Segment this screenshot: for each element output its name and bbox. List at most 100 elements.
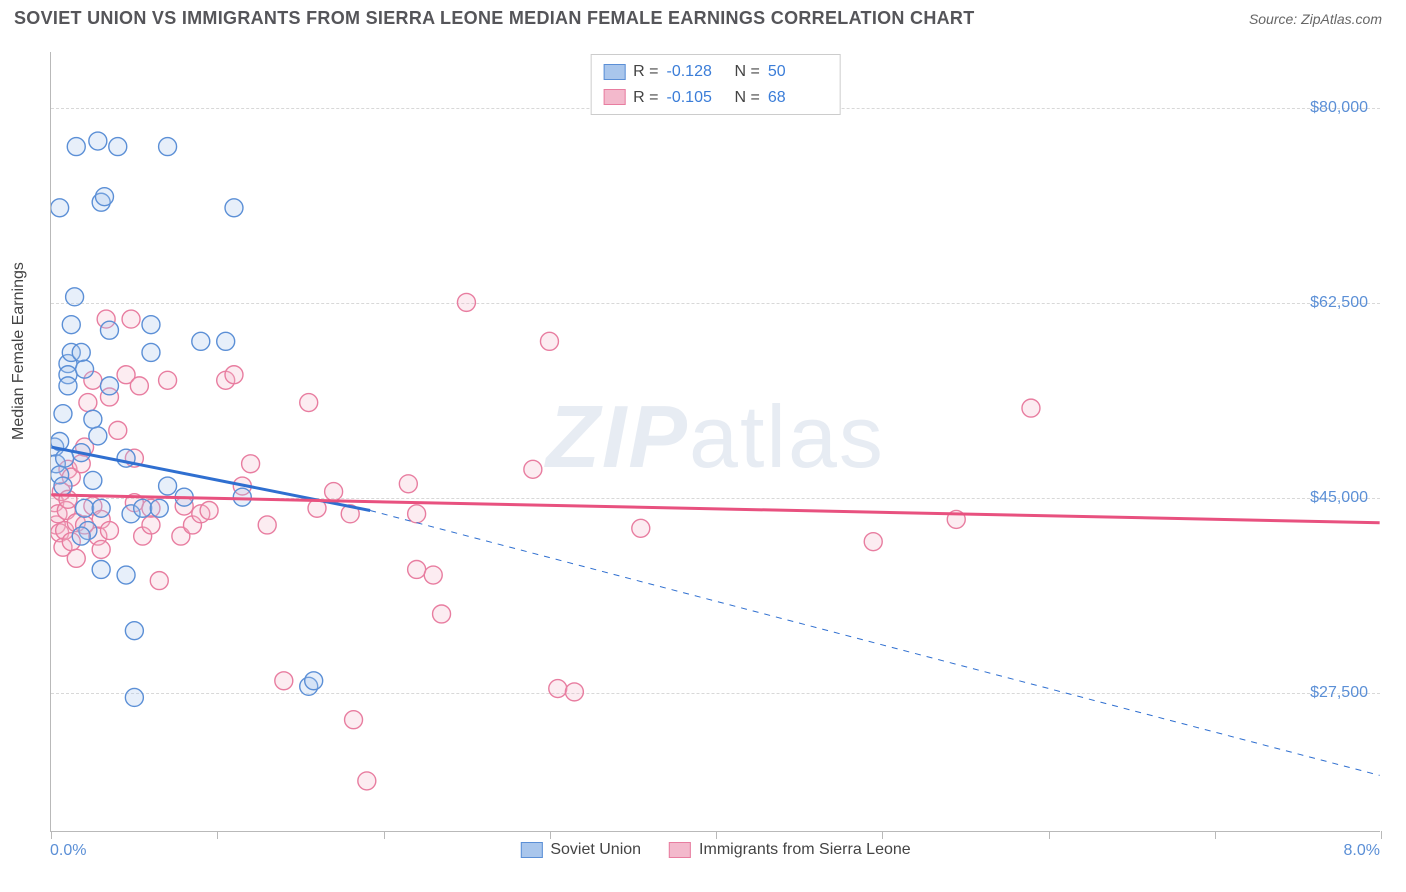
legend-label-soviet: Soviet Union xyxy=(550,841,641,859)
data-point xyxy=(67,549,85,567)
x-tick xyxy=(716,831,717,839)
swatch-sierra-icon xyxy=(669,842,691,858)
data-point xyxy=(79,394,97,412)
data-point xyxy=(233,488,251,506)
data-point xyxy=(51,199,69,217)
data-point xyxy=(142,343,160,361)
data-point xyxy=(125,622,143,640)
trend-line xyxy=(51,495,1379,523)
data-point xyxy=(122,310,140,328)
data-point xyxy=(125,688,143,706)
legend-stats-row-soviet: R = -0.128 N = 50 xyxy=(603,59,828,85)
data-point xyxy=(242,455,260,473)
data-point xyxy=(864,533,882,551)
data-point xyxy=(134,499,152,517)
data-point xyxy=(95,188,113,206)
x-tick xyxy=(217,831,218,839)
data-point xyxy=(100,321,118,339)
data-point xyxy=(192,332,210,350)
data-point xyxy=(540,332,558,350)
data-point xyxy=(424,566,442,584)
legend-item-soviet: Soviet Union xyxy=(520,841,641,859)
data-point xyxy=(325,483,343,501)
data-point xyxy=(89,427,107,445)
data-point xyxy=(67,138,85,156)
data-point xyxy=(159,371,177,389)
data-point xyxy=(59,377,77,395)
data-point xyxy=(109,138,127,156)
data-point xyxy=(1022,399,1040,417)
x-tick xyxy=(1381,831,1382,839)
data-point xyxy=(408,505,426,523)
n-value-soviet: 50 xyxy=(768,59,828,85)
data-point xyxy=(84,471,102,489)
data-point xyxy=(54,405,72,423)
x-tick xyxy=(882,831,883,839)
data-point xyxy=(399,475,417,493)
data-point xyxy=(225,366,243,384)
x-tick xyxy=(1215,831,1216,839)
data-point xyxy=(275,672,293,690)
legend-stats: R = -0.128 N = 50 R = -0.105 N = 68 xyxy=(590,54,841,115)
data-point xyxy=(159,477,177,495)
data-point xyxy=(72,343,90,361)
data-point xyxy=(150,572,168,590)
data-point xyxy=(76,360,94,378)
legend-label-sierra: Immigrants from Sierra Leone xyxy=(699,841,911,859)
swatch-soviet-icon xyxy=(603,64,625,80)
x-tick xyxy=(51,831,52,839)
data-point xyxy=(109,421,127,439)
x-axis-max-label: 8.0% xyxy=(1344,842,1380,860)
data-point xyxy=(408,560,426,578)
scatter-plot-svg xyxy=(51,52,1380,831)
data-point xyxy=(72,527,90,545)
data-point xyxy=(62,316,80,334)
swatch-soviet-icon xyxy=(520,842,542,858)
data-point xyxy=(92,560,110,578)
legend-item-sierra: Immigrants from Sierra Leone xyxy=(669,841,911,859)
data-point xyxy=(130,377,148,395)
x-tick xyxy=(550,831,551,839)
data-point xyxy=(142,516,160,534)
data-point xyxy=(457,293,475,311)
data-point xyxy=(117,566,135,584)
data-point xyxy=(54,477,72,495)
y-axis-title: Median Female Earnings xyxy=(10,262,28,440)
data-point xyxy=(632,519,650,537)
data-point xyxy=(84,410,102,428)
x-axis-min-label: 0.0% xyxy=(50,842,86,860)
chart-plot-area: $27,500$45,000$62,500$80,000 ZIPatlas R … xyxy=(50,52,1380,832)
data-point xyxy=(565,683,583,701)
n-value-sierra: 68 xyxy=(768,85,828,111)
data-point xyxy=(89,132,107,150)
r-value-sierra: -0.105 xyxy=(667,85,727,111)
x-tick xyxy=(384,831,385,839)
swatch-sierra-icon xyxy=(603,89,625,105)
data-point xyxy=(76,499,94,517)
data-point xyxy=(549,680,567,698)
data-point xyxy=(142,316,160,334)
x-tick xyxy=(1049,831,1050,839)
data-point xyxy=(217,332,235,350)
data-point xyxy=(258,516,276,534)
data-point xyxy=(358,772,376,790)
data-point xyxy=(150,499,168,517)
data-point xyxy=(225,199,243,217)
data-point xyxy=(305,672,323,690)
data-point xyxy=(159,138,177,156)
data-point xyxy=(433,605,451,623)
data-point xyxy=(345,711,363,729)
data-point xyxy=(300,394,318,412)
r-value-soviet: -0.128 xyxy=(667,59,727,85)
legend-series: Soviet Union Immigrants from Sierra Leon… xyxy=(514,841,916,859)
chart-title: SOVIET UNION VS IMMIGRANTS FROM SIERRA L… xyxy=(14,8,975,29)
data-point xyxy=(92,499,110,517)
source-attribution: Source: ZipAtlas.com xyxy=(1249,11,1382,27)
data-point xyxy=(524,460,542,478)
data-point xyxy=(66,288,84,306)
data-point xyxy=(100,377,118,395)
data-point xyxy=(200,502,218,520)
data-point xyxy=(92,540,110,558)
legend-stats-row-sierra: R = -0.105 N = 68 xyxy=(603,85,828,111)
data-point xyxy=(100,522,118,540)
